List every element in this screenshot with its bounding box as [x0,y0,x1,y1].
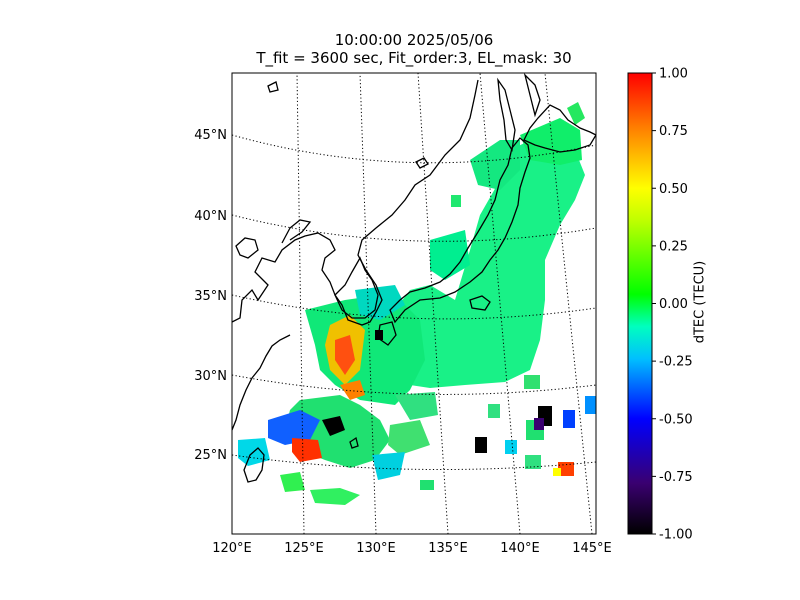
dtec-data-cells [238,102,596,505]
map-title-time: 10:00:00 2025/05/06 [334,31,494,49]
colorbar-tick-label: 0.75 [659,124,688,139]
colorbar-label: dTEC (TECU) [692,260,708,344]
colorbar-tick-label: -1.00 [659,528,693,543]
longitude-labels: 120°E 125°E 130°E 135°E 140°E 145°E [212,541,612,556]
lon-label: 120°E [212,541,252,556]
latitude-labels: 45°N 40°N 35°N 30°N 25°N [194,128,227,463]
map-frame [231,72,597,535]
colorbar-tick-label: -0.25 [659,355,693,370]
lon-label: 130°E [356,541,396,556]
lon-label: 145°E [572,541,612,556]
coastlines [232,73,596,483]
colorbar-tick-label: 0.50 [659,182,688,197]
map-title-params: T_fit = 3600 sec, Fit_order:3, EL_mask: … [256,49,572,67]
lat-label: 35°N [194,289,227,304]
lon-label: 125°E [284,541,324,556]
lon-label: 140°E [500,541,540,556]
lon-label: 135°E [428,541,468,556]
colorbar-tick-label: -0.75 [659,470,693,485]
colorbar [627,72,653,535]
colorbar-tick-label: 0.25 [659,239,688,254]
colorbar-tick-label: 1.00 [659,67,688,82]
lat-label: 30°N [194,369,227,384]
lat-label: 45°N [194,128,227,143]
lat-label: 40°N [194,209,227,224]
colorbar-tick-label: 0.00 [659,297,688,312]
colorbar-tick-label: -0.50 [659,412,693,427]
colorbar-ticks: 1.00 0.75 0.50 0.25 0.00 -0.25 -0.50 -0.75 -1.00 [652,67,693,543]
lat-label: 25°N [194,448,227,463]
